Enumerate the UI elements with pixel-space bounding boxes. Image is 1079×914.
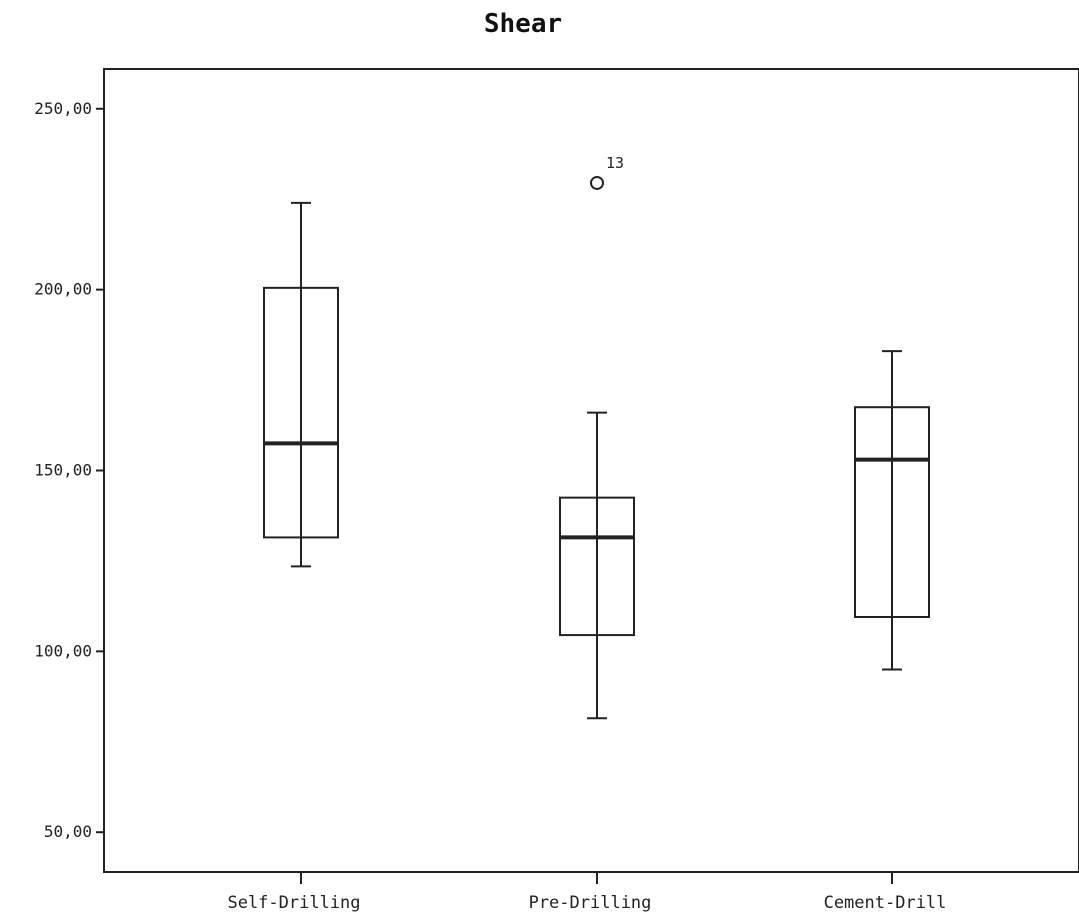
chart-title: Shear bbox=[484, 9, 562, 39]
x-tick-label: Cement-Drill bbox=[824, 893, 947, 913]
outlier-label: 13 bbox=[606, 154, 624, 172]
box-group bbox=[854, 350, 930, 671]
box-iqr bbox=[559, 496, 635, 637]
y-tick-label: 250,00 bbox=[34, 99, 92, 118]
outlier-point bbox=[590, 175, 604, 190]
box-iqr bbox=[854, 406, 930, 618]
x-axis: Self-Drilling Pre-Drilling Cement-Drill bbox=[227, 872, 946, 913]
plot-area-frame bbox=[103, 68, 1079, 873]
y-tick-label: 150,00 bbox=[34, 461, 92, 480]
y-axis: 50,00 100,00 150,00 200,00 250,00 bbox=[34, 99, 104, 841]
box-group: 13 bbox=[559, 154, 635, 720]
boxplot-series: 13 bbox=[263, 154, 930, 720]
y-tick-label: 50,00 bbox=[44, 822, 92, 841]
box-group bbox=[263, 201, 339, 568]
x-tick-label: Self-Drilling bbox=[227, 893, 360, 913]
x-tick-label: Pre-Drilling bbox=[529, 893, 652, 913]
y-tick-label: 200,00 bbox=[34, 280, 92, 299]
y-tick-label: 100,00 bbox=[34, 641, 92, 660]
box-iqr bbox=[263, 286, 339, 539]
